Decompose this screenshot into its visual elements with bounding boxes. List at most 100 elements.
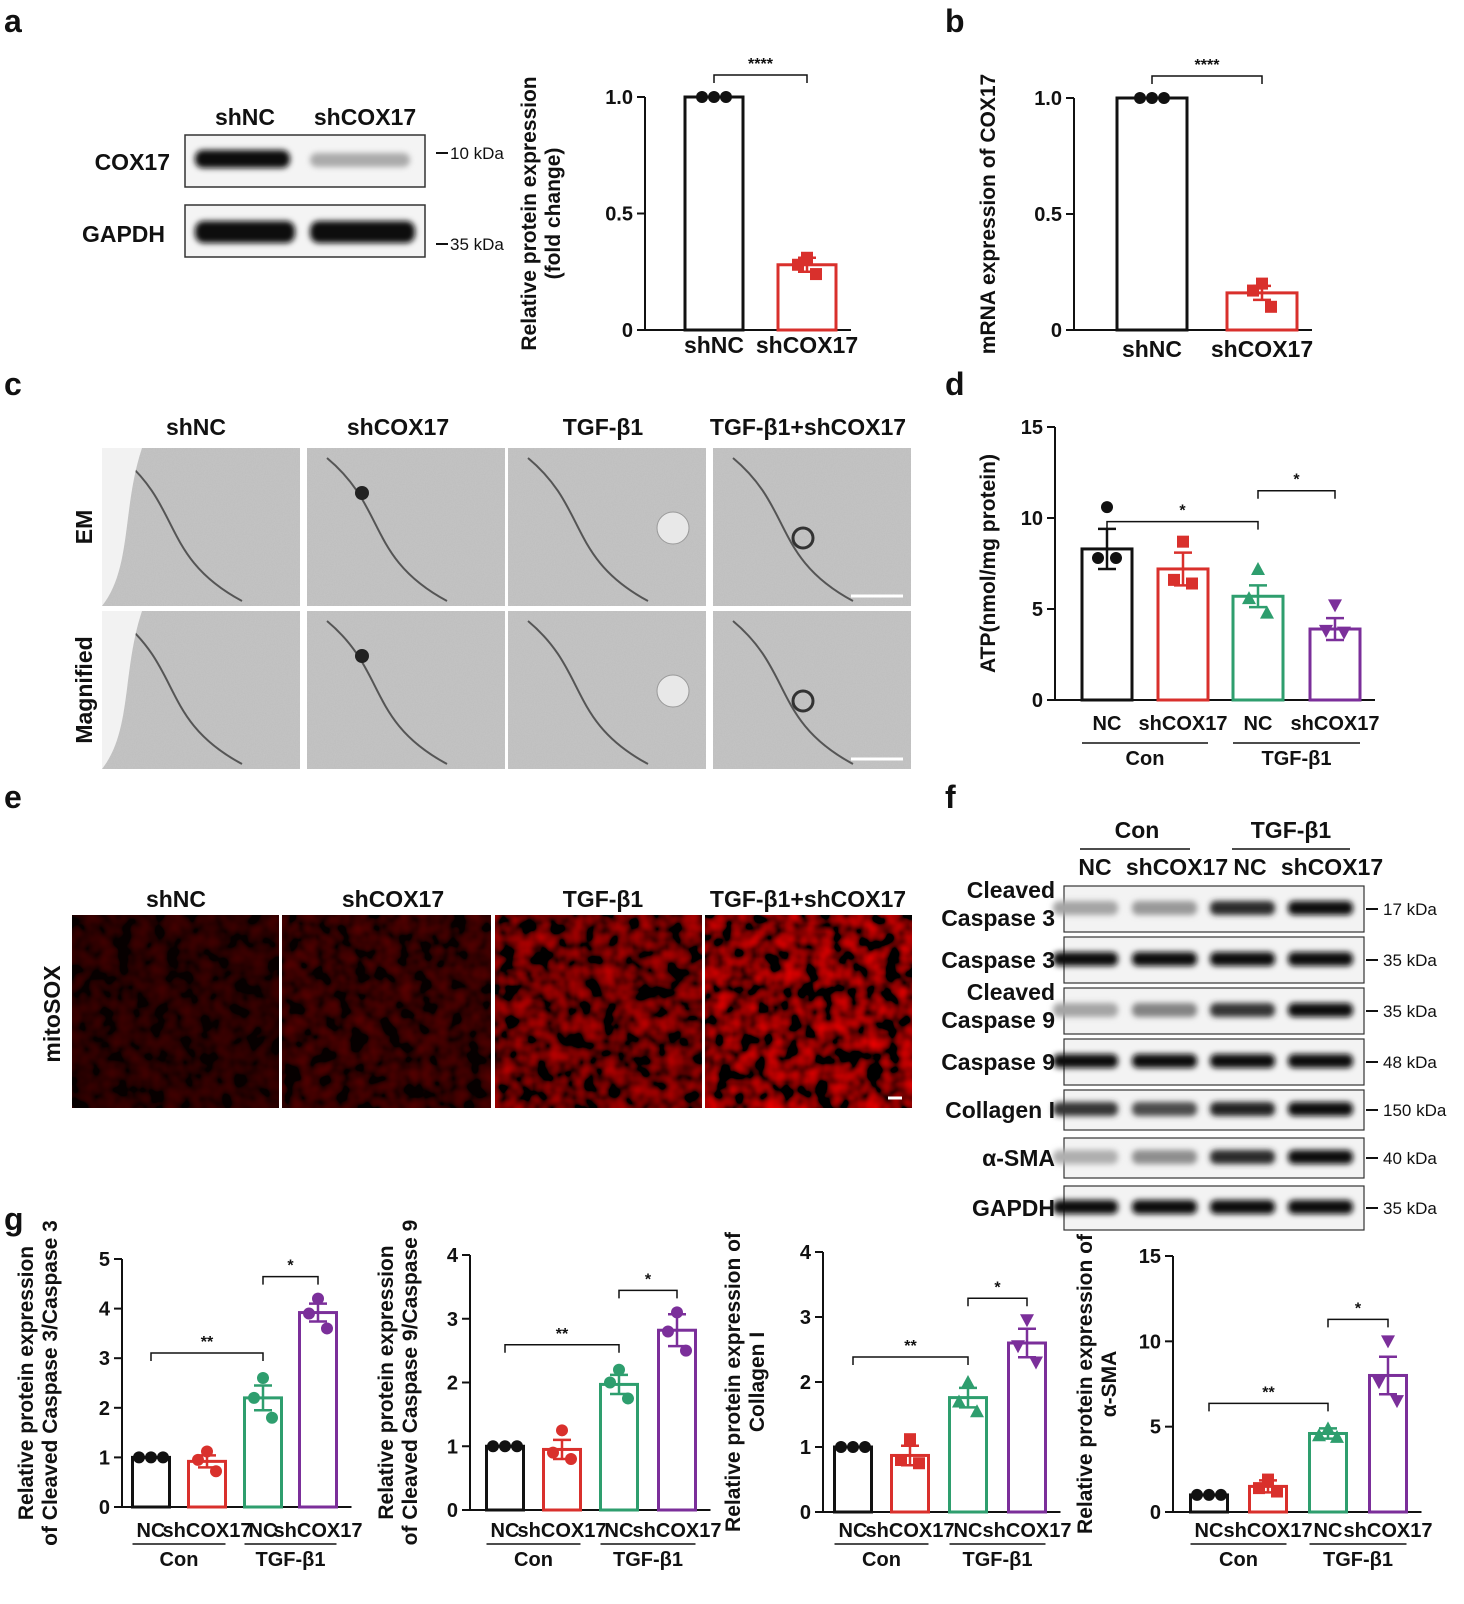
data-point	[257, 1372, 269, 1385]
y-axis-label: Relative protein expression	[518, 76, 541, 350]
x-tick-label: shCOX17	[983, 1520, 1072, 1542]
data-point	[312, 1292, 324, 1305]
group-label: TGF-β1	[1251, 817, 1332, 843]
mitosox-signal	[495, 915, 702, 1108]
dense-granule	[355, 486, 369, 500]
data-point	[1146, 92, 1158, 104]
y-tick-label: 4	[99, 1299, 111, 1321]
x-tick-label: shNC	[684, 332, 744, 358]
membrane	[732, 620, 854, 765]
y-tick-label: 0	[1032, 690, 1043, 712]
data-point	[201, 1445, 213, 1458]
data-point	[1215, 1488, 1227, 1501]
bar	[1115, 96, 1189, 332]
blot-band	[1132, 1003, 1197, 1017]
significance-bracket	[967, 1297, 1028, 1307]
data-point	[1101, 501, 1113, 514]
y-tick-label: 0	[622, 320, 633, 342]
x-tick-label: NC	[1195, 1520, 1224, 1542]
bar	[657, 1328, 697, 1512]
y-tick-label: 2	[99, 1398, 110, 1420]
membrane	[326, 457, 448, 602]
blot-band	[1210, 901, 1275, 915]
group-label: Con	[160, 1549, 199, 1571]
panel-label-e: e	[4, 779, 22, 815]
data-point	[145, 1451, 157, 1464]
damaged-mitochondrion	[791, 689, 815, 713]
chart-g1: 0 1 2 3 4 5 Relative protein expression of Clea…	[15, 1220, 362, 1571]
kda-marker: 17 kDa	[1383, 900, 1437, 919]
data-point	[1177, 535, 1189, 548]
blot-band	[1053, 1054, 1118, 1068]
membrane	[527, 457, 649, 602]
blot-row-label: GAPDH	[82, 221, 165, 247]
data-point	[1011, 1340, 1025, 1354]
y-tick-label: 10	[1021, 508, 1043, 530]
panel-label-b: b	[945, 3, 965, 39]
blot-band	[195, 221, 295, 243]
blot-band	[1288, 901, 1353, 915]
data-point	[556, 1424, 568, 1437]
column-header: shNC	[166, 414, 226, 440]
significance-label: *	[1293, 472, 1300, 489]
y-tick-label: 1	[447, 1436, 458, 1458]
kda-marker: 35 kDa	[450, 235, 504, 254]
row-header: mitoSOX	[39, 965, 65, 1063]
data-point	[1390, 1395, 1404, 1409]
cell-edge	[102, 611, 142, 769]
em-texture	[102, 611, 300, 769]
data-point	[720, 91, 732, 103]
data-point	[680, 1344, 692, 1357]
y-tick-label: 2	[447, 1373, 458, 1395]
mitosox-signal	[282, 915, 491, 1108]
significance-bracket	[618, 1289, 678, 1299]
bar	[1308, 1431, 1348, 1514]
data-point	[1372, 1376, 1386, 1390]
data-point	[192, 1453, 204, 1466]
data-point	[913, 1457, 925, 1470]
blot-band	[310, 221, 415, 243]
panel-label-a: a	[4, 3, 22, 39]
blot-band	[1210, 952, 1275, 966]
data-point	[248, 1391, 260, 1404]
x-tick-label: shCOX17	[1291, 713, 1380, 735]
group-label: TGF-β1	[1323, 1549, 1393, 1571]
y-axis-label: ATP(nmol/mg protein)	[977, 454, 1000, 673]
data-point	[321, 1322, 333, 1335]
kda-marker: 35 kDa	[1383, 1002, 1437, 1021]
data-point	[1168, 573, 1180, 586]
chart-a: 0 0.5 1.0 Relative protein expression (fold …	[518, 56, 858, 358]
data-point	[133, 1451, 145, 1464]
column-header: shCOX17	[347, 414, 449, 440]
data-point	[1312, 1428, 1326, 1442]
group-label: TGF-β1	[963, 1549, 1033, 1571]
lane-label: shCOX17	[1281, 854, 1383, 880]
significance-label: **	[201, 1334, 214, 1351]
blot-row-label: GAPDH	[972, 1195, 1055, 1221]
bar	[485, 1444, 525, 1512]
significance-bracket	[713, 74, 808, 83]
blot-band	[1132, 1200, 1197, 1214]
data-point	[952, 1394, 966, 1408]
data-point	[1110, 552, 1122, 565]
y-tick-label: 0	[447, 1500, 458, 1522]
y-tick-label: 4	[447, 1245, 459, 1267]
membrane	[527, 620, 649, 765]
y-axis-label: Relative protein expression	[375, 1245, 398, 1519]
data-point	[1158, 92, 1170, 104]
data-point	[303, 1307, 315, 1320]
significance-bracket	[1257, 489, 1336, 499]
panel-label-d: d	[945, 366, 965, 402]
y-tick-label: 5	[99, 1249, 110, 1271]
data-point	[1253, 1482, 1265, 1495]
membrane	[326, 620, 448, 765]
blot-band	[1053, 1200, 1118, 1214]
membrane	[121, 620, 243, 765]
chart-b: 0 0.5 1.0 mRNA expression of COX17 shNC shCOX…	[977, 57, 1313, 362]
column-header: TGF-β1+shCOX17	[710, 886, 906, 912]
blot-band	[1288, 1150, 1353, 1164]
data-point	[961, 1375, 975, 1388]
row-header: EM	[71, 510, 97, 545]
chart-g3: 0 1 2 3 4 Relative protein expression of Colla…	[722, 1231, 1071, 1571]
